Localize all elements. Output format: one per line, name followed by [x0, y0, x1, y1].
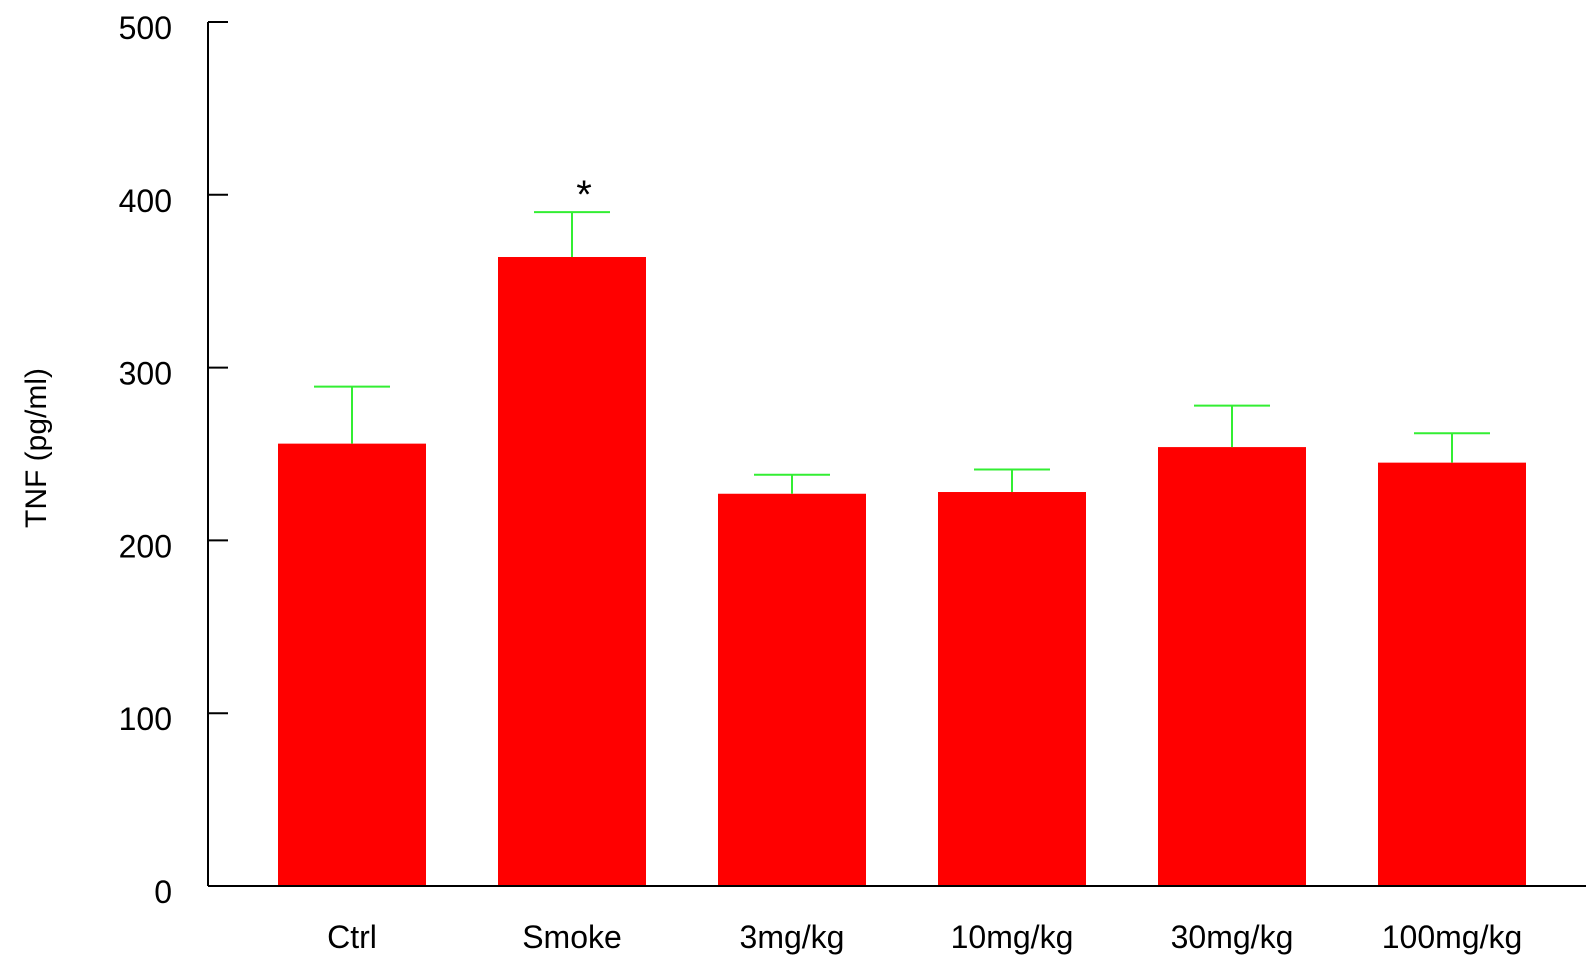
y-tick-label: 500 — [119, 10, 172, 46]
y-tick-label: 200 — [119, 528, 172, 564]
bar — [278, 443, 426, 886]
y-axis-title: TNF (pg/ml) — [20, 368, 53, 528]
annotations-layer: * — [576, 173, 592, 217]
error-bars-layer — [314, 211, 1490, 494]
bars-layer — [278, 257, 1526, 886]
bar — [1158, 447, 1306, 886]
significance-marker: * — [576, 173, 592, 217]
x-tick-label: 30mg/kg — [1171, 919, 1294, 955]
y-ticks-layer: 0 100 200 300 400 500 — [119, 10, 228, 910]
x-tick-labels-layer: Ctrl Smoke 3mg/kg 10mg/kg 30mg/kg 100mg/kg — [327, 919, 1522, 955]
y-tick-label: 300 — [119, 356, 172, 392]
x-tick-label: Smoke — [522, 919, 622, 955]
x-tick-label: 100mg/kg — [1382, 919, 1523, 955]
bar — [718, 493, 866, 886]
y-tick-label: 100 — [119, 701, 172, 737]
y-tick-label: 400 — [119, 183, 172, 219]
x-tick-label: 3mg/kg — [740, 919, 845, 955]
axes-layer — [207, 22, 1586, 887]
x-tick-label: 10mg/kg — [951, 919, 1074, 955]
bar — [1378, 462, 1526, 886]
x-tick-label: Ctrl — [327, 919, 377, 955]
bar — [498, 257, 646, 886]
bar — [938, 492, 1086, 886]
y-tick-label: 0 — [154, 874, 172, 910]
